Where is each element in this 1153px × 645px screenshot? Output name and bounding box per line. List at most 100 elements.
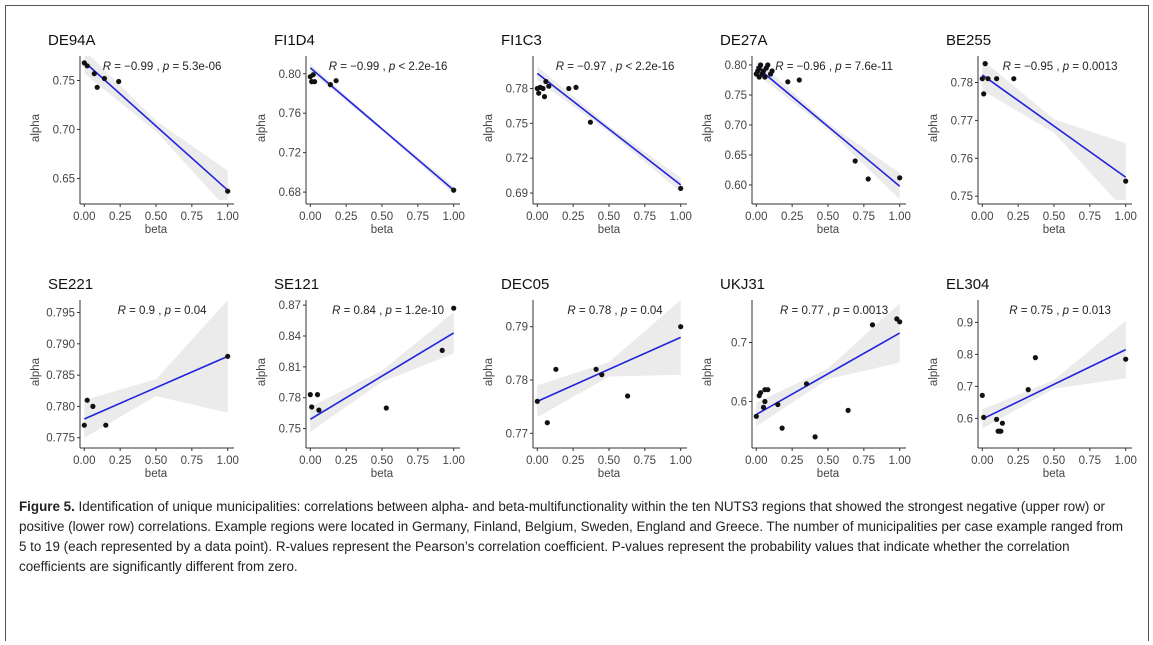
panel-fi1c3: FI1C3 R = −0.97 , p < 2.2e-16 0.69 0.72 0.75… [483, 32, 692, 236]
x-tick-label: 1.00 [1115, 455, 1137, 467]
y-axis-label: alpha [928, 357, 940, 386]
data-point [101, 75, 107, 82]
confidence-band [756, 59, 900, 200]
x-axis-label: beta [598, 224, 621, 236]
x-tick-label: 0.25 [109, 455, 131, 467]
panel-title: UKJ31 [720, 276, 765, 293]
y-tick-label: 0.72 [506, 153, 528, 165]
panel-title: SE121 [274, 276, 319, 293]
y-axis-label: alpha [30, 113, 42, 142]
x-tick-label: 1.00 [670, 455, 692, 467]
data-point [307, 392, 313, 398]
x-axis-label: beta [1043, 468, 1066, 480]
data-point [981, 91, 987, 97]
x-tick-label: 0.00 [299, 455, 321, 467]
panel-de27a: DE27A R = −0.96 , p = 7.6e-11 0.60 0.65 0.70… [702, 32, 911, 236]
data-point [998, 428, 1004, 434]
panel-title: DEC05 [501, 276, 549, 293]
x-tick-label: 0.50 [1043, 211, 1065, 223]
x-axis-label: beta [371, 468, 394, 480]
x-tick-label: 0.75 [634, 455, 656, 467]
data-point [553, 366, 559, 372]
x-tick-label: 0.50 [598, 455, 620, 467]
data-point [451, 187, 457, 193]
panel-title: SE221 [48, 276, 93, 293]
y-tick-label: 0.77 [506, 428, 528, 440]
data-point [327, 82, 333, 88]
y-tick-label: 0.6 [731, 397, 747, 409]
y-tick-label: 0.69 [506, 188, 528, 200]
y-tick-label: 0.60 [725, 180, 747, 192]
data-point [999, 420, 1006, 426]
x-tick-label: 0.75 [853, 455, 875, 467]
x-tick-label: 0.50 [817, 455, 839, 467]
panel-de94a: DE94A R = −0.99 , p = 5.3e-06 0.65 0.70 0.75… [30, 32, 239, 236]
x-axis-label: beta [145, 224, 168, 236]
x-tick-label: 1.00 [889, 455, 911, 467]
y-tick-label: 0.790 [46, 339, 75, 351]
panel-title: FI1C3 [501, 32, 542, 49]
y-tick-label: 0.775 [46, 433, 75, 445]
x-axis-label: beta [817, 224, 840, 236]
regression-line [755, 66, 901, 187]
y-tick-label: 0.87 [279, 300, 301, 312]
y-tick-label: 0.79 [506, 322, 528, 334]
y-tick-label: 0.8 [957, 349, 973, 361]
x-tick-label: 0.00 [971, 211, 993, 223]
data-point [762, 74, 768, 80]
data-point [812, 434, 818, 440]
regression-line [981, 348, 1127, 420]
regression-line [981, 74, 1127, 178]
figure-frame [5, 5, 1149, 641]
data-point [94, 84, 100, 90]
data-point [540, 85, 546, 92]
regression-line [309, 332, 455, 420]
correlation-annotation: R = −0.96 , p = 7.6e-11 [775, 61, 893, 73]
data-point [678, 324, 684, 330]
regression-line [536, 336, 682, 403]
y-tick-label: 0.80 [279, 69, 301, 81]
x-tick-label: 0.25 [781, 211, 803, 223]
data-point [536, 90, 542, 96]
data-point [225, 188, 231, 194]
data-point [1123, 356, 1129, 362]
y-tick-label: 0.75 [53, 75, 75, 87]
panel-se221: SE221 R = 0.9 , p = 0.04 0.775 0.780 0.785 0.… [30, 276, 239, 480]
x-axis-label: beta [145, 468, 168, 480]
regression-line [309, 67, 455, 191]
x-tick-label: 0.25 [335, 455, 357, 467]
x-tick-label: 0.25 [335, 211, 357, 223]
data-point [785, 79, 791, 85]
data-point [779, 425, 785, 431]
x-tick-label: 1.00 [1115, 211, 1137, 223]
data-point [985, 76, 991, 82]
data-point [897, 175, 903, 181]
x-axis-label: beta [371, 224, 394, 236]
panel-title: DE94A [48, 32, 96, 49]
data-point [994, 416, 1000, 422]
correlation-annotation: R = −0.99 , p < 2.2e-16 [329, 61, 448, 73]
y-axis-label: alpha [483, 357, 495, 386]
data-point [762, 398, 768, 405]
x-tick-label: 0.75 [407, 211, 429, 223]
y-axis-label: alpha [30, 357, 42, 386]
y-axis-label: alpha [256, 113, 268, 142]
data-point [225, 353, 231, 359]
x-tick-label: 0.50 [371, 211, 393, 223]
data-point [543, 78, 549, 85]
figure-caption: Figure 5. Identification of unique munic… [19, 497, 1129, 577]
data-point [573, 84, 579, 90]
y-axis-label: alpha [702, 113, 714, 142]
data-point [769, 68, 775, 74]
panel-dec05: DEC05 R = 0.78 , p = 0.04 0.77 0.78 0.79 0.00… [483, 276, 692, 480]
data-point [1025, 387, 1031, 393]
panel-el304: EL304 R = 0.75 , p = 0.013 0.6 0.7 0.8 0.9 0.0… [928, 276, 1137, 480]
correlation-annotation: R = 0.78 , p = 0.04 [567, 305, 663, 317]
y-tick-label: 0.780 [46, 401, 75, 413]
y-tick-label: 0.78 [951, 78, 973, 90]
data-point [312, 79, 318, 85]
y-tick-label: 0.7 [731, 337, 747, 349]
panel-be255: BE255 R = −0.95 , p = 0.0013 0.75 0.76 0.77 0… [928, 32, 1137, 236]
caption-label: Figure 5. [19, 499, 75, 514]
x-tick-label: 0.50 [145, 455, 167, 467]
